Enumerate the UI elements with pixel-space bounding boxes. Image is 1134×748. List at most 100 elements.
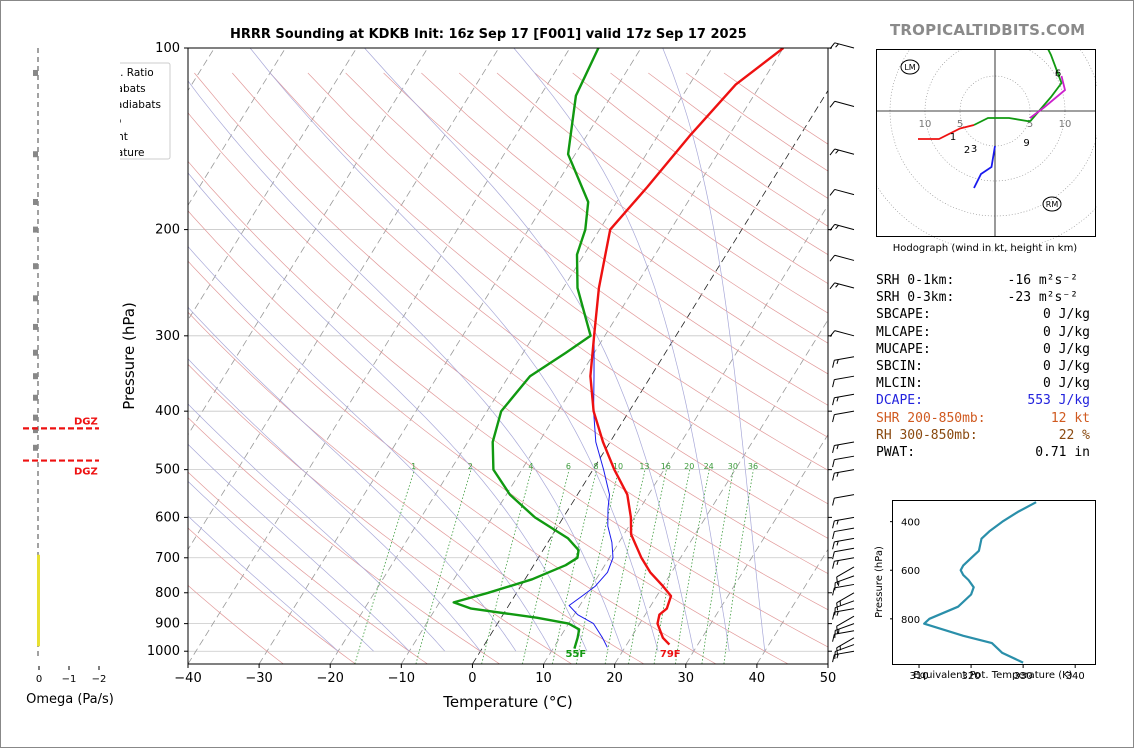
dry-adiabat: [307, 72, 828, 471]
mixing-ratio-label: 10: [613, 462, 623, 471]
mixing-ratio-line: [701, 469, 734, 664]
theta-e-panel: 310 320 330 340 400 600 800 Equivalent Pot. Te…: [874, 500, 1096, 682]
wind-barb: [832, 469, 855, 481]
param-row: SBCIN: 0 J/kg: [876, 358, 1090, 375]
legend-label-5: Temperature: [120, 147, 145, 159]
mixing-ratio-label: 2: [468, 462, 473, 471]
param-label: SRH 0-1km:: [876, 273, 955, 288]
param-value: 0.71 in: [1035, 444, 1090, 460]
omega-dgz-bar: [37, 576, 40, 583]
param-value: 0 J/kg: [1043, 307, 1090, 323]
dry-adiabat: [188, 417, 500, 664]
wind-barb: [832, 393, 855, 406]
param-label: MUCAPE:: [876, 341, 931, 357]
isotherm-line: [543, 204, 828, 664]
wind-barb: [829, 42, 855, 50]
isotherm-line: [188, 48, 571, 664]
param-label: DCAPE:: [876, 393, 923, 409]
dgz-label: DGZ: [74, 416, 98, 427]
wind-barb: [832, 630, 855, 642]
omega-bar: [33, 151, 38, 158]
dry-adiabat: [188, 471, 428, 664]
omega-dgz-bar: [37, 623, 40, 630]
mixing-ratio-label: 13: [639, 462, 649, 471]
omega-dgz-bar: [37, 554, 40, 561]
wind-barb: [829, 188, 855, 196]
hodograph-ring-label: 10: [919, 119, 932, 130]
param-row: RH 300-850mb: 22 %: [876, 427, 1090, 444]
mixing-ratio-label: 6: [566, 462, 571, 471]
mixing-ratio-label: 1: [411, 462, 416, 471]
legend: Sat. Mix. Ratio Dry Adiabats Pseudoadiabat…: [120, 62, 171, 160]
isotherm-line: [400, 48, 784, 664]
hodograph-height-label: 9: [1023, 138, 1029, 149]
hodograph-height-label: 6: [1055, 69, 1061, 80]
wind-barb: [832, 516, 855, 529]
param-label: SBCIN:: [876, 358, 923, 374]
omega-dgz-bar: [37, 614, 40, 621]
param-row: SRH 0-3km: -23 m²s⁻²: [876, 289, 1090, 306]
omega-dgz-bar: [37, 600, 40, 607]
wind-barb: [829, 254, 855, 262]
x-tick-label: −40: [174, 671, 201, 686]
x-tick-label: 10: [535, 671, 552, 686]
param-row: SBCAPE: 0 J/kg: [876, 306, 1090, 323]
wind-barb: [829, 100, 855, 108]
param-value: -16 m²s⁻²: [1007, 273, 1078, 288]
hodograph-ring: [889, 49, 1097, 217]
param-label: SRH 0-3km:: [876, 290, 955, 306]
mixing-ratio-line: [354, 469, 415, 664]
omega-dgz-bar: [37, 627, 40, 634]
omega-bar: [33, 295, 38, 302]
omega-dgz-bar: [37, 636, 40, 643]
wind-barb: [832, 410, 855, 423]
omega-dgz-bar: [37, 586, 40, 593]
wind-barb: [832, 537, 855, 550]
theta-e-x-tick-label: 310: [909, 671, 928, 682]
omega-xlabel: Omega (Pa/s): [26, 692, 114, 707]
dry-adiabat: [458, 72, 828, 344]
omega-bar: [33, 198, 38, 205]
legend-label-4: Dewpoint: [120, 131, 128, 143]
wind-barb: [832, 527, 855, 540]
mixing-ratio-label: 8: [594, 462, 599, 471]
param-row: MUCAPE: 0 J/kg: [876, 341, 1090, 358]
lm-label: LM: [904, 63, 915, 72]
hodograph-height-label: 2: [964, 145, 970, 156]
hodograph-segment: [918, 124, 975, 140]
param-row: SRH 0-1km: -16 m²s⁻²: [876, 272, 1090, 289]
x-tick-label: −30: [245, 671, 272, 686]
omega-dgz-bar: [37, 605, 40, 612]
dry-adiabat: [383, 72, 828, 406]
mixing-ratio-line: [481, 469, 532, 664]
wind-barb: [832, 557, 855, 569]
mixing-ratio-line: [552, 469, 598, 664]
theta-e-border: [892, 500, 1096, 665]
mixing-ratio-line: [628, 469, 667, 664]
y-tick-label: 400: [155, 404, 180, 419]
isotherm-line: [614, 319, 828, 664]
moist-adiabat: [188, 80, 623, 652]
omega-dgz-bar: [37, 571, 40, 578]
legend-label-2: Pseudoadiabats: [120, 99, 161, 111]
moist-adiabat: [188, 306, 517, 652]
param-label: MLCIN:: [876, 376, 923, 392]
moist-adiabat: [249, 48, 659, 652]
param-value: 22 %: [1058, 427, 1090, 443]
param-value: 0 J/kg: [1043, 341, 1090, 357]
series-temperature-line: [589, 48, 785, 646]
brand-watermark: TROPICALTIDBITS.COM: [890, 21, 1086, 39]
omega-bar: [33, 226, 38, 233]
mixing-ratio-label: 24: [704, 462, 714, 471]
theta-e-x-tick-label: 330: [1014, 671, 1033, 682]
hodograph-segment: [1029, 75, 1067, 119]
skewt-xlabel: Temperature (°C): [442, 693, 572, 711]
hodograph-ring-label: 5: [957, 119, 963, 130]
omega-x-tick-label: −2: [92, 674, 107, 685]
moist-adiabat: [188, 480, 374, 652]
theta-e-x-tick-label: 320: [962, 671, 981, 682]
hodograph-panel: 10 5 5 10 12 3 6 9 LM RM Hodograph (wind in kt, h…: [876, 49, 1097, 254]
surface-dewpoint-label: 55F: [565, 649, 586, 660]
x-tick-label: −10: [388, 671, 415, 686]
surface-temp-label: 79F: [660, 649, 681, 660]
